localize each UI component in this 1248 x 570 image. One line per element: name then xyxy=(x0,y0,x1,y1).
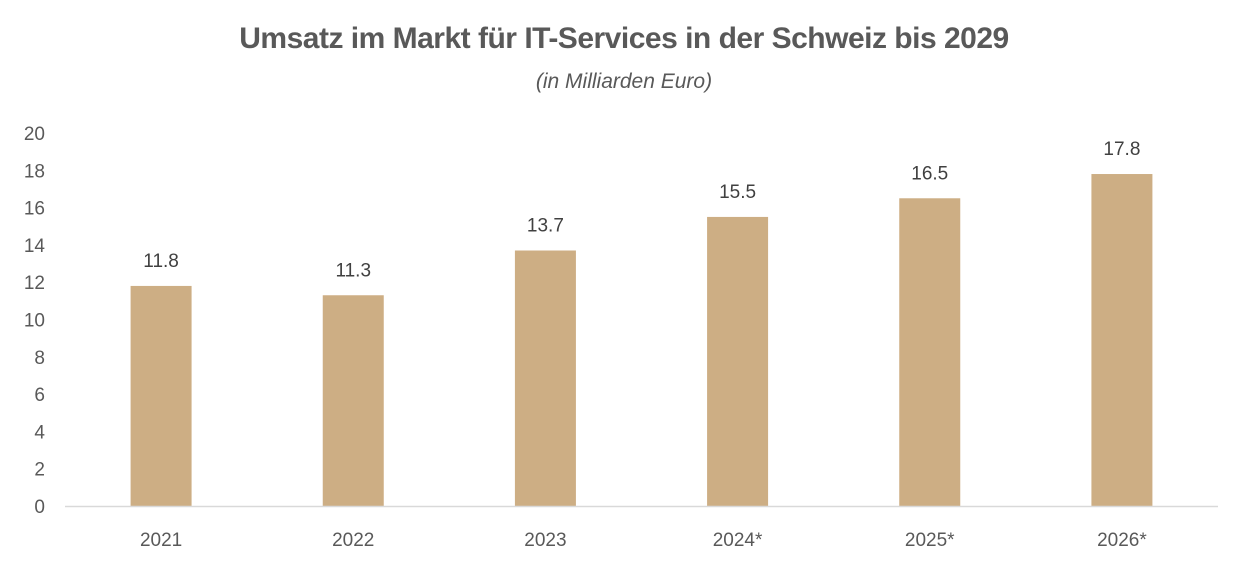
x-tick-label: 2025* xyxy=(905,530,955,551)
x-axis-ticks: 2021 2022 2023 2024* 2025* 2026* xyxy=(140,530,1147,551)
y-tick-label: 12 xyxy=(24,273,45,294)
chart-title: Umsatz im Markt für IT-Services in der S… xyxy=(239,22,1009,55)
x-tick-label: 2021 xyxy=(140,530,182,551)
x-tick-label: 2026* xyxy=(1097,530,1147,551)
bar-2023 xyxy=(514,250,576,506)
chart-subtitle: (in Milliarden Euro) xyxy=(535,70,713,93)
y-tick-label: 4 xyxy=(34,422,45,443)
data-label: 16.5 xyxy=(911,163,948,184)
x-tick-label: 2024* xyxy=(713,530,763,551)
data-label: 15.5 xyxy=(719,182,756,203)
y-tick-label: 0 xyxy=(34,497,45,518)
y-tick-label: 6 xyxy=(34,385,45,406)
y-tick-label: 18 xyxy=(24,161,45,182)
data-label: 13.7 xyxy=(527,215,564,236)
bar-2024 xyxy=(707,216,769,507)
y-tick-label: 8 xyxy=(34,348,45,369)
y-tick-label: 16 xyxy=(24,199,45,220)
bars xyxy=(130,174,1153,507)
bar-2025 xyxy=(899,198,961,506)
y-axis-ticks: 0 2 4 6 8 10 12 14 16 18 20 xyxy=(24,124,46,518)
data-label: 11.3 xyxy=(335,260,371,281)
y-tick-label: 10 xyxy=(24,311,45,332)
data-label: 17.8 xyxy=(1103,139,1140,160)
y-tick-label: 14 xyxy=(24,236,46,257)
y-tick-label: 20 xyxy=(24,124,45,145)
data-labels: 11.8 11.3 13.7 15.5 16.5 17.8 xyxy=(143,139,1140,281)
x-tick-label: 2022 xyxy=(332,530,374,551)
bar-2022 xyxy=(322,295,384,506)
y-tick-label: 2 xyxy=(34,460,45,481)
bar-2026 xyxy=(1091,174,1153,506)
x-tick-label: 2023 xyxy=(524,530,566,551)
data-label: 11.8 xyxy=(143,251,179,272)
bar-2021 xyxy=(130,285,192,506)
